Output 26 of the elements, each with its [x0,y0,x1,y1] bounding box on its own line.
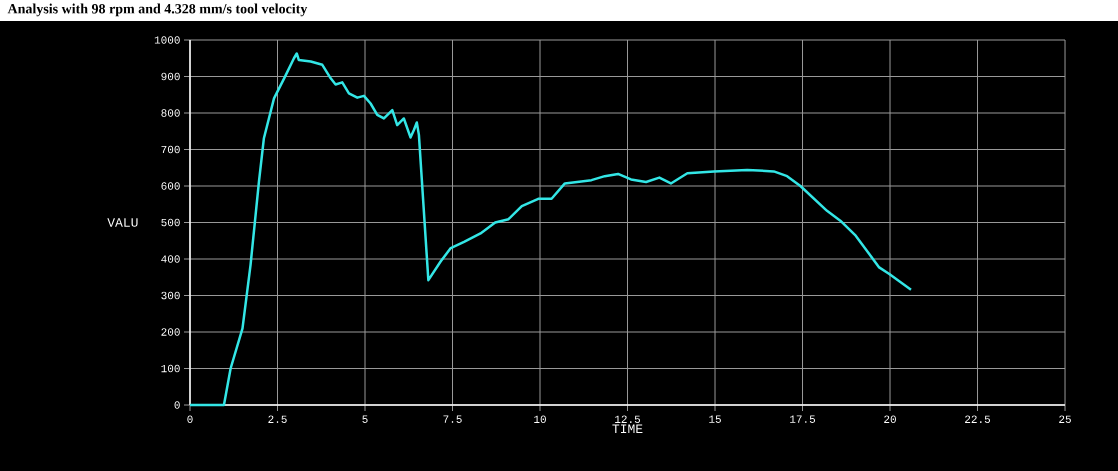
line-series [188,52,913,407]
x-tick-label: 22.5 [965,415,991,423]
chart-title: Analysis with 98 rpm and 4.328 mm/s tool velocity [7,3,308,17]
y-tick-label: 400 [161,255,180,263]
x-tick-label: 15 [709,415,721,423]
y-tick-label: 600 [161,182,180,190]
y-tick-label: 1000 [154,36,180,44]
x-tick-label: 10 [534,415,546,423]
x-tick-label: 7.5 [443,415,462,423]
x-tick-label: 0 [187,415,193,423]
x-axis-title: TIME [612,424,643,434]
x-tick-label: 12.5 [615,415,640,423]
y-tick-label: 300 [161,291,180,300]
y-tick-label: 0 [174,401,180,409]
y-tick-label: 900 [161,72,180,81]
y-axis-title: VALU [107,218,138,227]
y-tick-label: 100 [161,364,180,373]
x-tick-label: 5 [362,415,368,423]
y-tick-label: 800 [161,109,180,117]
y-tick-label: 500 [161,218,180,227]
x-tick-label: 20 [884,415,896,423]
x-tick-label: 25 [1059,415,1071,423]
y-tick-label: 200 [161,328,180,336]
x-tick-label: 2.5 [268,415,287,423]
x-tick-label: 17.5 [790,415,816,423]
y-tick-label: 700 [161,145,180,154]
